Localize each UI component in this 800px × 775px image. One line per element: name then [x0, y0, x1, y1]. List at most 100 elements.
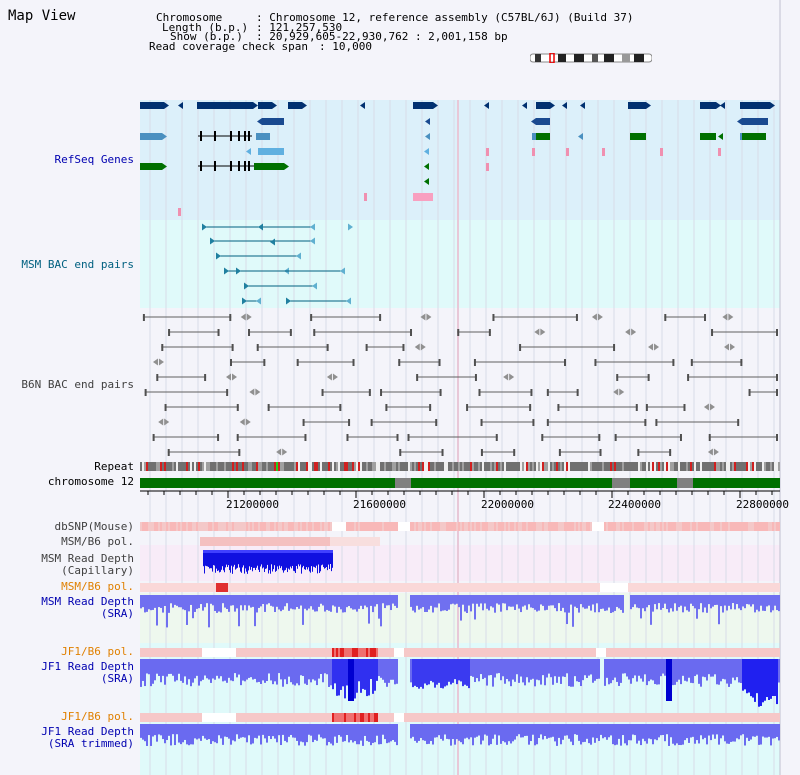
label-refseq-genes[interactable]: RefSeq Genes [54, 153, 134, 166]
repeat-segment [346, 462, 348, 471]
pol-density [710, 713, 712, 722]
exon-tick [244, 131, 246, 141]
repeat-segment [426, 462, 428, 471]
pol-density [448, 713, 450, 722]
depth-bar [498, 659, 500, 674]
label-msm-bac[interactable]: MSM BAC end pairs [21, 258, 134, 271]
depth-bar [590, 595, 592, 611]
pol-density [642, 713, 644, 722]
pol-density [292, 537, 294, 546]
pol-density [398, 583, 400, 592]
depth-bar [638, 724, 640, 741]
depth-bar [678, 595, 680, 608]
pol-density [348, 537, 350, 546]
repeat-segment [440, 462, 442, 471]
depth-bar [274, 595, 276, 613]
chromosome-ideogram[interactable] [530, 53, 652, 63]
bac-end [669, 449, 672, 456]
pol-density [250, 713, 252, 722]
depth-bar [232, 595, 234, 606]
pol-density [182, 648, 184, 657]
depth-bar [330, 724, 332, 744]
depth-bar [588, 595, 590, 606]
snp-density [408, 522, 410, 531]
depth-bar [182, 724, 184, 743]
pol-density [674, 713, 676, 722]
pol-density [300, 713, 302, 722]
repeat-segment [544, 462, 546, 471]
depth-bar [428, 659, 430, 685]
snp-density [244, 522, 246, 531]
depth-bar [231, 550, 232, 566]
label-b6n-bac[interactable]: B6N BAC end pairs [21, 378, 134, 391]
pol-density [696, 648, 698, 657]
pol-density [686, 713, 688, 722]
exon-tick [200, 131, 202, 141]
pol-density [468, 648, 470, 657]
snp-density [530, 522, 532, 531]
depth-bar [206, 550, 207, 567]
snp-density [334, 522, 336, 531]
pol-density [772, 713, 774, 722]
depth-bar [676, 659, 678, 682]
repeat-segment [702, 462, 704, 471]
depth-bar [662, 724, 664, 735]
depth-bar [644, 724, 646, 742]
depth-bar [348, 595, 350, 607]
depth-bar [642, 595, 644, 609]
pol-density [758, 713, 760, 722]
gene-exon [630, 133, 646, 140]
repeat-segment [708, 462, 710, 471]
depth-bar [630, 724, 632, 741]
pol-density [536, 713, 538, 722]
depth-bar [356, 595, 358, 612]
depth-bar [492, 659, 494, 687]
depth-bar [192, 659, 194, 683]
bac-end [379, 314, 382, 321]
pol-density [648, 583, 650, 592]
pol-density [480, 713, 482, 722]
pol-density [220, 583, 222, 592]
bac-end [368, 389, 371, 396]
pol-density [230, 583, 232, 592]
depth-bar [774, 659, 776, 696]
depth-bar [426, 659, 428, 686]
bac-end [672, 359, 675, 366]
depth-bar [248, 595, 250, 606]
pol-density [304, 648, 306, 657]
pol-density [578, 648, 580, 657]
depth-bar [494, 659, 496, 678]
depth-bar [442, 659, 444, 689]
repeat-segment [774, 462, 776, 471]
snp-density [300, 522, 302, 531]
depth-bar [656, 724, 658, 741]
repeat-segment [168, 462, 170, 471]
depth-bar [214, 659, 216, 680]
pol-density [640, 713, 642, 722]
pol-density [298, 648, 300, 657]
strand-arrow [282, 448, 288, 456]
pol-density [706, 713, 708, 722]
depth-bar [297, 550, 298, 569]
pol-density [266, 713, 268, 722]
depth-bar [456, 595, 458, 604]
pol-density [598, 648, 600, 657]
snp-density [412, 522, 414, 531]
depth-bar [240, 659, 242, 686]
snp-density [450, 522, 452, 531]
strand-arrow [728, 313, 734, 321]
pol-density [632, 583, 634, 592]
pol-density [248, 648, 250, 657]
pol-density [726, 583, 728, 592]
pol-density [664, 648, 666, 657]
bac-end [530, 389, 533, 396]
strand-arrow [310, 237, 315, 245]
pol-density [240, 648, 242, 657]
snp-density [668, 522, 670, 531]
depth-bar [311, 550, 312, 567]
depth-bar [704, 595, 706, 608]
depth-bar [506, 724, 508, 745]
snp-density [448, 522, 450, 531]
repeat-segment [378, 462, 380, 471]
